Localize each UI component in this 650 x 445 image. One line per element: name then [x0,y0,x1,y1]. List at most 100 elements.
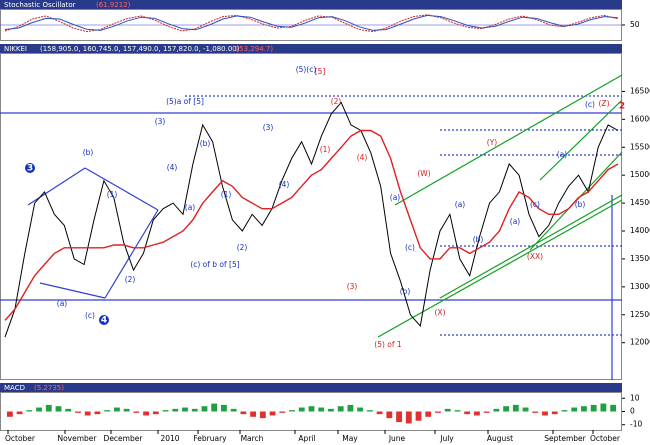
panel-frame [0,392,622,431]
y-tick-label: 10 [630,393,640,402]
x-tick-label: November [57,434,97,443]
bar [522,407,529,412]
wave-marker [25,163,35,173]
wave-label: (a) [455,200,466,209]
panel-title: (158,905.0, 160,745.0, 157,490.0, 157,82… [40,45,240,53]
bar [123,408,130,412]
bar [221,404,227,412]
panel-frame [0,53,622,380]
y-tick-label: 0 [630,407,635,416]
wave-label: (c) [405,243,415,252]
wave-label: (Z) [599,99,610,108]
wave-label: (2) [237,243,248,252]
wave-label: (5)a of [5] [166,97,204,106]
x-tick-label: March [241,434,264,443]
wave-label: (a) [510,217,521,226]
bar [551,411,558,415]
wave-label: (1) [221,190,232,199]
wave-label: (4) [279,180,290,189]
wave-label: (4) [167,163,178,172]
y-tick-label: 16500 [630,86,650,95]
wave-label: (b) [575,200,586,209]
y-tick-label: 14500 [630,198,650,207]
bar [347,404,354,412]
panel-title: MACD [4,384,25,392]
x-tick-label: October [5,434,36,443]
bar [318,407,325,412]
series-line [4,101,619,338]
bar [36,407,42,412]
channel-line [394,74,623,206]
bar [55,406,62,412]
bar [444,408,451,412]
x-tick-label: September [544,434,586,443]
bar [162,410,169,412]
bar [201,406,208,412]
bar [26,410,33,412]
x-tick-label: 2010 [160,434,179,443]
panel-value: (61.9212) [96,1,131,9]
bar [269,411,276,416]
bar [561,410,568,412]
y-tick-label: 50 [630,20,640,29]
bar [289,410,295,412]
bar [357,407,364,412]
wave-label: 2 [619,102,625,112]
panel-value: (153,294.7) [232,45,273,53]
wave-label: (XX) [527,252,543,261]
wave-label: (a) [185,203,196,212]
wave-label: (2) [125,275,136,284]
bar [454,410,461,412]
wave-label: (a) [390,193,401,202]
wave-label: (4) [357,153,368,162]
bar [230,408,237,412]
series-line [4,14,619,33]
wave-label: (Y) [487,138,498,147]
triangle-line [84,167,159,211]
bar [45,404,52,412]
y-tick-label: 14000 [630,226,650,235]
wave-label: (3) [347,282,358,291]
bar [376,411,383,415]
wave-label: (b) [473,235,484,244]
bar [240,411,247,415]
bar [133,411,140,413]
bar [600,403,607,412]
bar [250,411,257,417]
bar [84,411,91,416]
panel-value: (5.2735) [34,384,64,392]
bar [405,411,412,424]
y-tick-label: 16000 [630,114,650,123]
triangle-line [39,282,106,299]
y-tick-label: 12000 [630,338,650,347]
wave-label: (c) of b of [5] [190,260,239,269]
panel-title: Stochastic Oscillator [4,1,76,9]
wave-label: (b) [400,287,411,296]
bar [571,407,578,412]
x-tick-label: May [342,434,358,443]
wave-label: (3) [263,123,274,132]
bar [104,410,111,412]
wave-label: (X) [435,308,446,317]
bar [94,411,101,415]
x-tick-label: July [439,434,454,443]
bar [581,406,587,412]
bar [473,411,480,416]
bar [16,411,23,415]
y-tick-label: 13500 [630,254,650,263]
x-tick-label: February [193,434,227,443]
bar [328,408,334,412]
bar [464,411,471,415]
wave-label: (b) [83,148,94,157]
triangle-line [104,209,159,299]
bar [610,404,617,412]
bar [152,411,159,415]
wave-label: (5)(c) [296,65,317,74]
panel-label: NIKKEI [4,45,27,53]
bar [337,406,344,412]
wave-label: (W) [417,169,430,178]
bar [113,407,120,412]
bar [75,411,81,413]
bar [172,408,179,412]
y-tick-label: 12500 [630,310,650,319]
